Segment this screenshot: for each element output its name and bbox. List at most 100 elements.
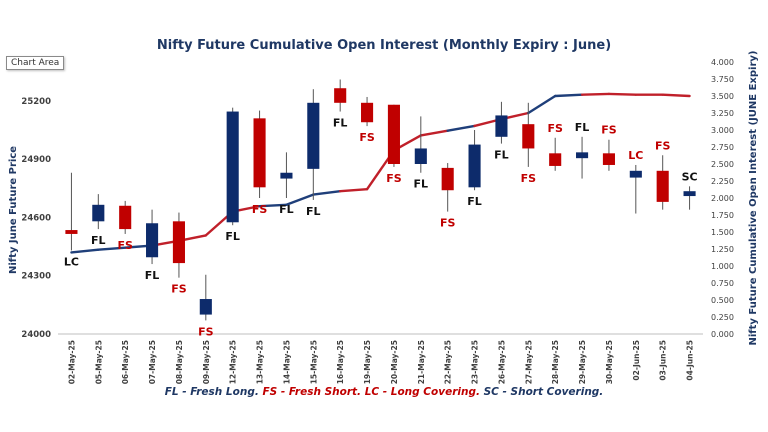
x-tick-label: 12-May-25 bbox=[229, 340, 238, 384]
y2-tick-label: 3.500 bbox=[711, 92, 734, 101]
move-label: FL bbox=[414, 178, 429, 191]
move-label: FS bbox=[117, 239, 133, 252]
y-tick-label: 25200 bbox=[21, 97, 51, 107]
y2-tick-label: 0.500 bbox=[711, 296, 734, 305]
move-label: LC bbox=[64, 255, 79, 268]
oi-segment bbox=[446, 124, 476, 132]
legend-note: FL - Fresh Long. FS - Fresh Short. LC - … bbox=[0, 386, 768, 398]
move-label: LC bbox=[628, 149, 643, 162]
oi-segment bbox=[419, 129, 449, 137]
legend-note-fl: FL - Fresh Long. bbox=[164, 386, 259, 398]
y2-tick-label: 1.250 bbox=[711, 245, 734, 254]
move-label: SC bbox=[682, 170, 698, 183]
annotation-labels: LC FL FS FL FS FS FL FS FL FL FL FS FS FL FS FL FL FS FS FL… bbox=[64, 117, 698, 339]
x-tick-label: 06-May-25 bbox=[121, 340, 130, 384]
move-label: FL bbox=[91, 234, 106, 247]
candle-body bbox=[656, 170, 669, 202]
y-tick-label: 24300 bbox=[21, 272, 51, 282]
y-tick-label: 24900 bbox=[21, 155, 51, 165]
candle-body bbox=[414, 148, 427, 164]
oi-segment bbox=[97, 246, 127, 251]
oi-segment bbox=[553, 93, 584, 98]
candle-body bbox=[522, 124, 535, 149]
y2-tick-label: 2.000 bbox=[711, 194, 734, 203]
move-label: FS bbox=[252, 203, 268, 216]
y2-tick-label: 1.500 bbox=[711, 228, 734, 237]
x-tick-label: 07-May-25 bbox=[148, 340, 157, 384]
x-tick-label: 02-May-25 bbox=[67, 340, 76, 384]
oi-segment bbox=[527, 94, 557, 115]
x-tick-label: 30-May-25 bbox=[605, 340, 614, 384]
open-interest-line bbox=[70, 92, 691, 254]
x-tick-label: 26-May-25 bbox=[497, 340, 506, 384]
y2-tick-label: 2.250 bbox=[711, 177, 734, 186]
candle-body bbox=[253, 118, 266, 188]
x-tick-label: 28-May-25 bbox=[551, 340, 560, 384]
candle-body bbox=[119, 205, 132, 230]
oi-segment bbox=[70, 248, 100, 254]
move-label: FS bbox=[655, 139, 671, 152]
candle-body bbox=[549, 153, 562, 166]
move-label: FS bbox=[547, 122, 563, 135]
x-tick-label: 04-Jun-25 bbox=[686, 340, 695, 381]
move-label: FS bbox=[521, 172, 537, 185]
candle-body bbox=[576, 152, 589, 159]
move-label: FL bbox=[145, 269, 160, 282]
move-label: FL bbox=[333, 117, 348, 130]
candle-body bbox=[146, 223, 159, 258]
candle-body bbox=[629, 170, 642, 178]
candle-body bbox=[495, 115, 508, 137]
axes-group: 24000 24300 24600 24900 25200 0.000 0.250 0.500… bbox=[21, 58, 733, 384]
move-label: FL bbox=[494, 149, 509, 162]
x-tick-label: 19-May-25 bbox=[363, 340, 372, 384]
candle-body bbox=[307, 102, 320, 169]
move-label: FL bbox=[575, 121, 590, 134]
y2-tick-label: 1.750 bbox=[711, 211, 734, 220]
x-tick-label: 14-May-25 bbox=[282, 340, 291, 384]
x-tick-label: 29-May-25 bbox=[578, 340, 587, 384]
move-label: FL bbox=[467, 195, 482, 208]
x-tick-label: 20-May-25 bbox=[390, 340, 399, 384]
y2-tick-label: 0.750 bbox=[711, 279, 734, 288]
y2-tick-label: 0.250 bbox=[711, 313, 734, 322]
oi-segment bbox=[580, 92, 611, 96]
y-axis-label: Nifty June Future Price bbox=[8, 146, 19, 274]
legend-note-sc: SC - Short Covering. bbox=[483, 386, 604, 398]
x-tick-label: 21-May-25 bbox=[417, 340, 426, 384]
candle-body bbox=[172, 221, 185, 264]
candle-body bbox=[226, 111, 239, 223]
candles-group bbox=[65, 79, 696, 321]
y2-tick-label: 3.000 bbox=[711, 126, 734, 135]
y2-tick-label: 1.000 bbox=[711, 262, 734, 271]
move-label: FL bbox=[225, 230, 240, 243]
candle-body bbox=[361, 102, 374, 123]
candle-body bbox=[602, 153, 615, 165]
x-tick-label: 02-Jun-25 bbox=[632, 340, 641, 381]
candle-body bbox=[92, 204, 105, 222]
candle-body bbox=[199, 299, 212, 315]
y2-tick-label: 3.750 bbox=[711, 75, 734, 84]
x-tick-label: 09-May-25 bbox=[202, 340, 211, 384]
move-label: FS bbox=[359, 131, 375, 144]
oi-segment bbox=[258, 203, 288, 208]
move-label: FL bbox=[279, 203, 294, 216]
move-label: FL bbox=[306, 205, 321, 218]
y2-tick-label: 4.000 bbox=[711, 58, 734, 67]
candle-body bbox=[280, 172, 293, 179]
chart-area-tooltip: Chart Area bbox=[6, 56, 65, 70]
move-label: FS bbox=[198, 325, 214, 338]
candle-body bbox=[441, 167, 454, 191]
y2-axis-label: Nifty Future Cumulative Open Interest (J… bbox=[748, 51, 759, 346]
x-tick-label: 03-Jun-25 bbox=[659, 340, 668, 381]
oi-segment bbox=[285, 193, 315, 207]
candle-body bbox=[468, 144, 481, 188]
oi-segment bbox=[661, 93, 691, 98]
y2-tick-label: 0.000 bbox=[711, 330, 734, 339]
x-tick-label: 05-May-25 bbox=[94, 340, 103, 384]
y-tick-label: 24000 bbox=[21, 330, 51, 340]
x-tick-label: 15-May-25 bbox=[309, 340, 318, 384]
x-tick-label: 16-May-25 bbox=[336, 340, 345, 384]
oi-segment bbox=[607, 92, 638, 96]
legend-note-lc: LC - Long Covering. bbox=[364, 386, 480, 398]
y2-tick-label: 2.750 bbox=[711, 143, 734, 152]
